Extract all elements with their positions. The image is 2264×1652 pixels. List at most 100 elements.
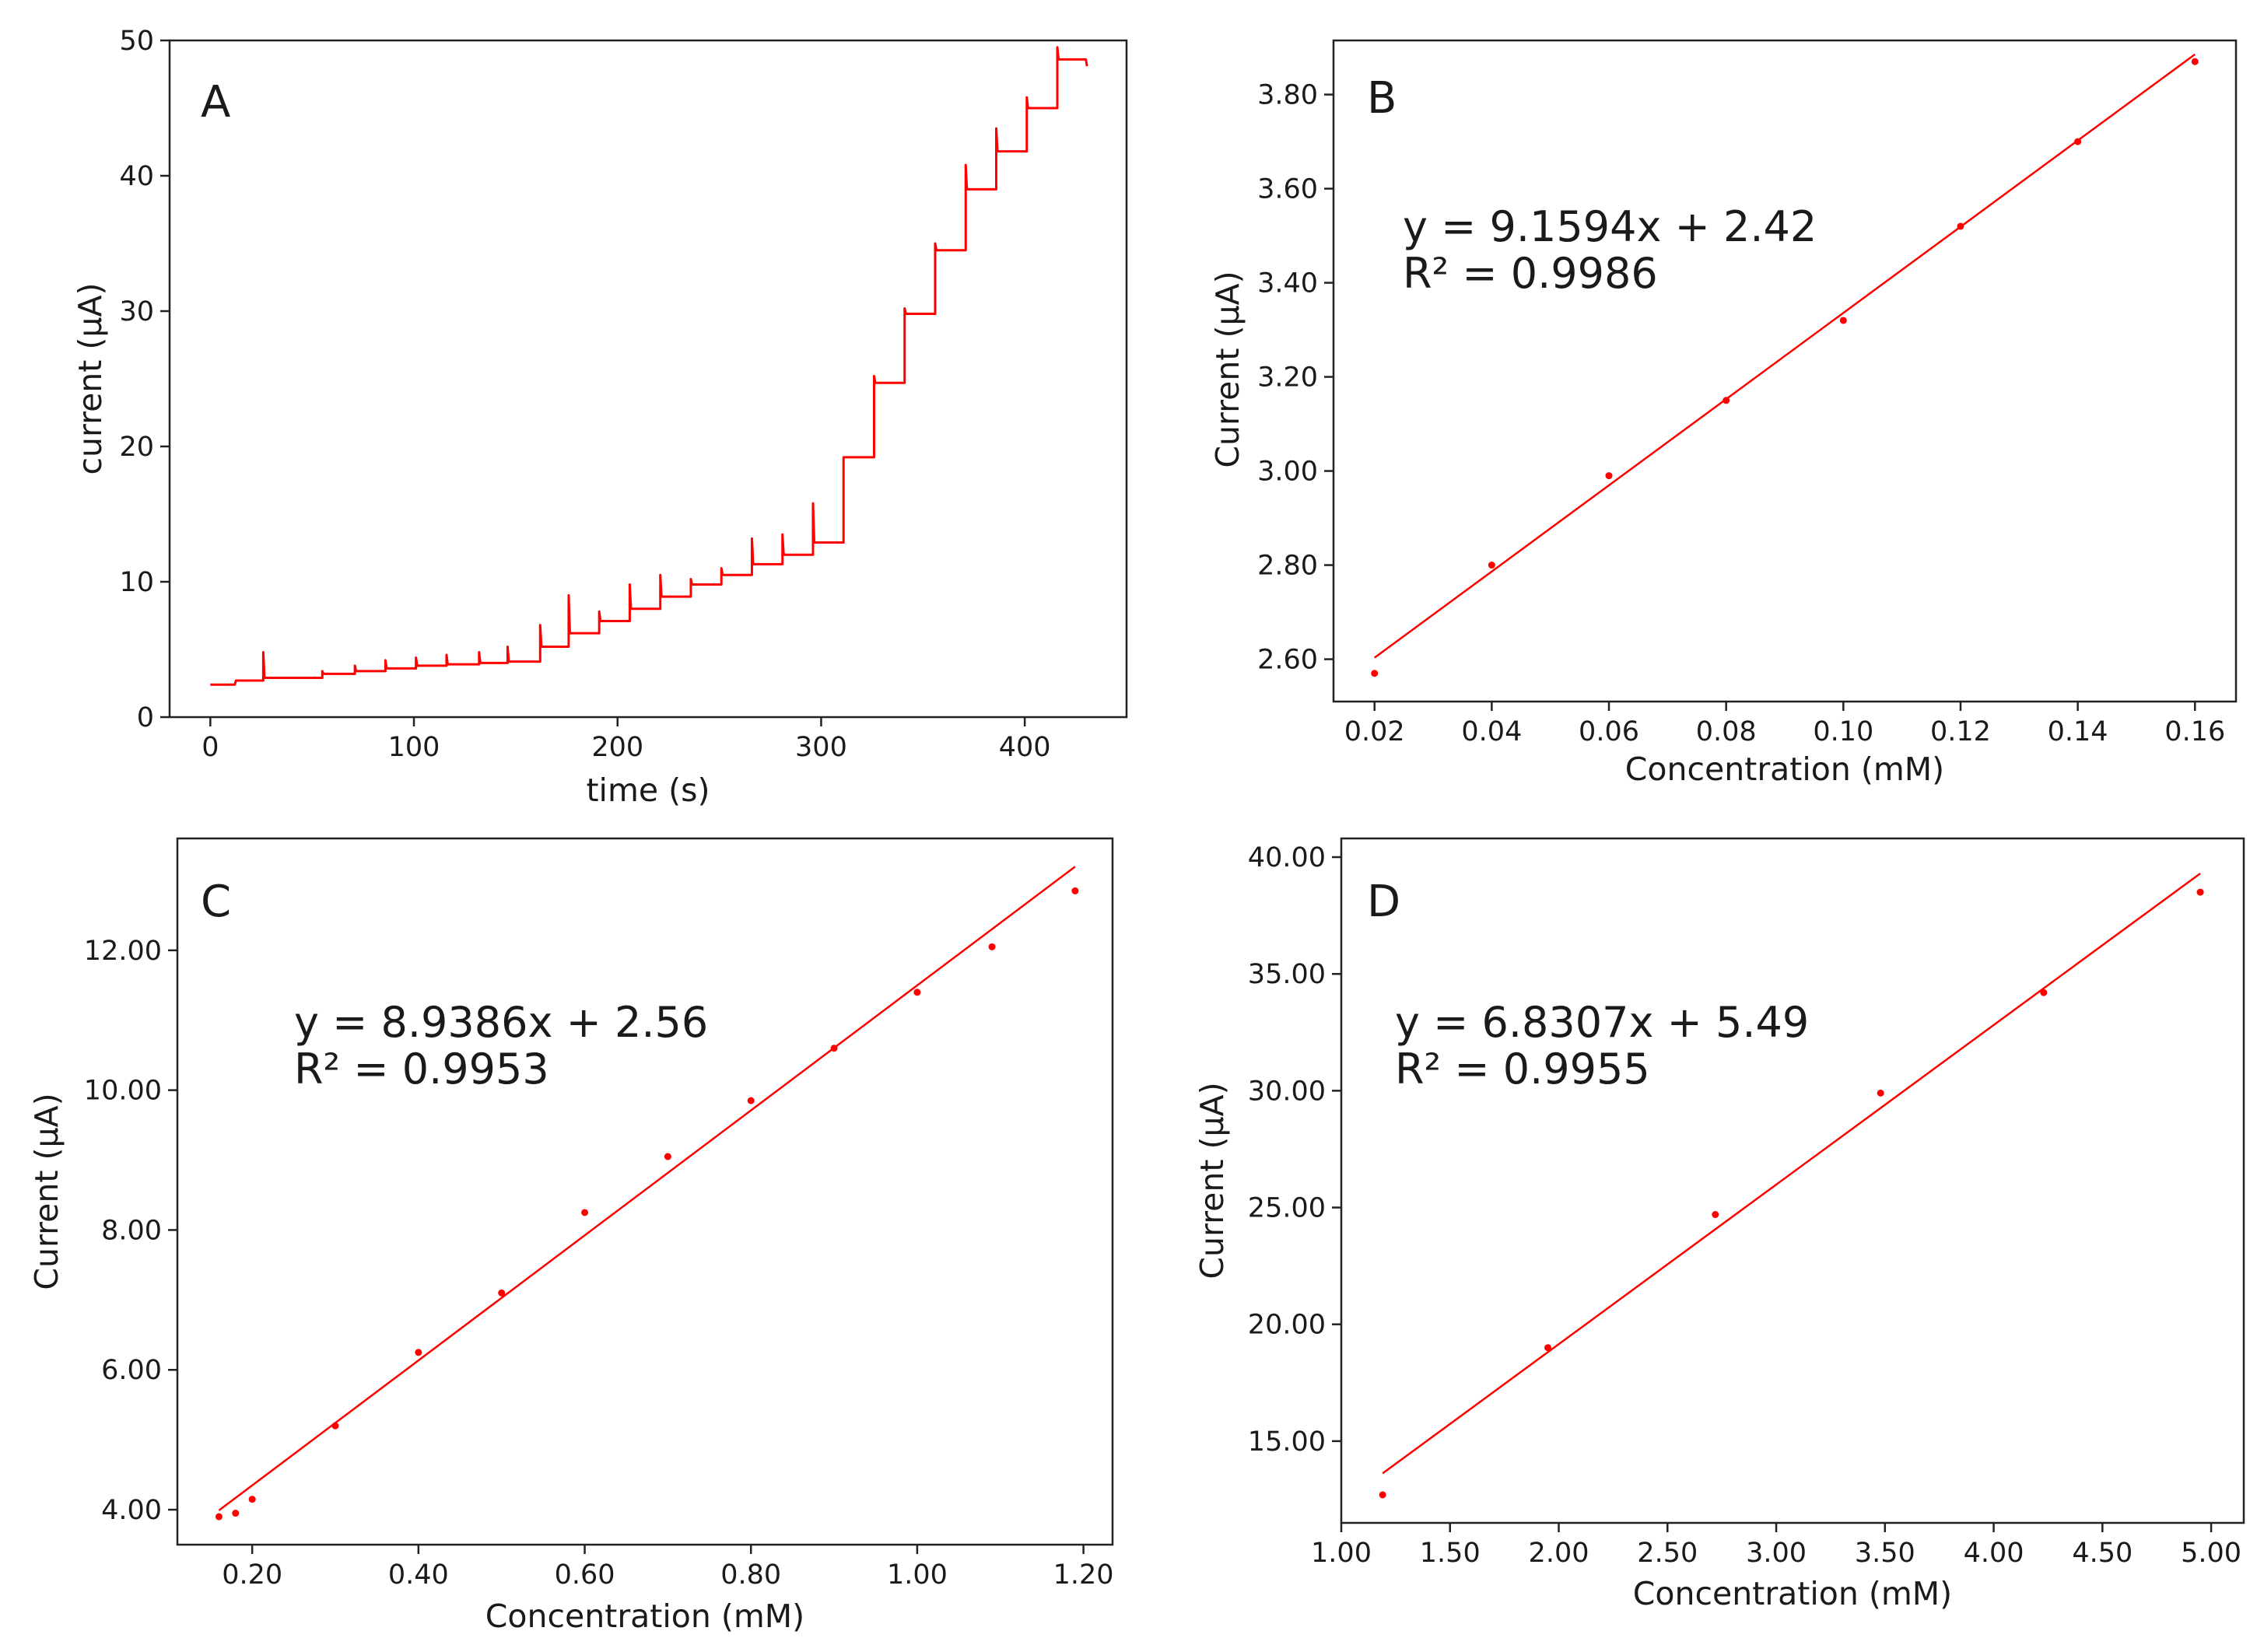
panel-a-y-tick-label: 40 xyxy=(119,161,154,192)
panel-c-x-tick-label: 0.20 xyxy=(222,1559,282,1591)
panel-d-x-axis-label: Concentration (mM) xyxy=(1633,1575,1952,1612)
panel-d-fit-line xyxy=(1382,872,2201,1475)
panel-c-x-tick-label: 1.20 xyxy=(1053,1559,1114,1591)
panel-a-x-tick-label: 200 xyxy=(591,732,643,763)
panel-b-x-axis: 0.02 0.04 0.06 0.08 0.10 0.12 0.14 0.16 xyxy=(1344,702,2225,747)
panel-a-y-tick-label: 30 xyxy=(119,296,154,327)
panel-c-plot-frame xyxy=(176,837,1114,1546)
panel-a-x-tick-label: 100 xyxy=(388,732,440,763)
panel-b-y-axis-label: Current (µA) xyxy=(1209,271,1246,467)
panel-c-data-point xyxy=(248,1496,256,1503)
panel-b-x-tick-label: 0.16 xyxy=(2164,716,2225,747)
panel-d-y-axis-label: Current (µA) xyxy=(1193,1082,1231,1279)
panel-b-x-axis-label: Concentration (mM) xyxy=(1625,751,1944,788)
panel-b-data-point xyxy=(2074,138,2082,145)
panel-d-data-point xyxy=(2196,888,2204,896)
panel-c-x-axis: 0.20 0.40 0.60 0.80 1.00 1.20 xyxy=(222,1545,1114,1591)
panel-b-x-tick-label: 0.10 xyxy=(1813,716,1873,747)
panel-b-y-tick-label: 3.00 xyxy=(1257,457,1318,488)
panel-b-letter: B xyxy=(1367,73,1397,124)
panel-b-data-point xyxy=(2191,58,2199,65)
panel-c-y-tick-label: 4.00 xyxy=(101,1495,162,1526)
panel-d-y-tick-label: 40.00 xyxy=(1248,842,1326,873)
panel-d-data-point xyxy=(1544,1344,1552,1352)
panel-d-letter: D xyxy=(1367,877,1400,927)
panel-c-x-tick-label: 0.60 xyxy=(555,1559,615,1591)
panel-c-data-point xyxy=(415,1349,422,1356)
panel-b-series xyxy=(1371,53,2199,677)
panel-b-calibration-low: B y = 9.1594x + 2.42 R² = 0.9986 0.02 0.0… xyxy=(1209,39,2238,788)
panel-b-plot-frame xyxy=(1332,39,2238,703)
panel-b-r-squared: R² = 0.9986 xyxy=(1403,249,1658,298)
panel-c-data-point xyxy=(215,1513,223,1521)
panel-d-x-tick-label: 1.50 xyxy=(1420,1538,1481,1569)
panel-c-data-point xyxy=(988,943,996,950)
panel-b-y-tick-label: 2.60 xyxy=(1257,645,1318,676)
panel-a-y-tick-label: 20 xyxy=(119,432,154,463)
panel-c-calibration-mid: C y = 8.9386x + 2.56 R² = 0.9953 0.20 0.4… xyxy=(28,837,1114,1635)
panel-d-x-tick-label: 2.00 xyxy=(1529,1538,1589,1569)
panel-a-x-axis: 0 100 200 300 400 xyxy=(202,717,1051,763)
panel-a-y-axis-label: current (µA) xyxy=(72,282,109,474)
panel-c-y-tick-label: 6.00 xyxy=(101,1355,162,1386)
panel-c-y-axis-label: Current (µA) xyxy=(28,1093,65,1290)
panel-c-data-point xyxy=(581,1209,589,1216)
panel-a-current-vs-time: A 0 100 200 300 400 0 10 20 30 40 50 time (s) cur… xyxy=(72,26,1128,809)
panel-c-r-squared: R² = 0.9953 xyxy=(294,1045,549,1094)
panel-d-x-tick-label: 1.00 xyxy=(1311,1538,1372,1569)
panel-c-data-point xyxy=(232,1510,240,1517)
panel-d-series xyxy=(1379,872,2204,1499)
panel-b-data-point xyxy=(1371,670,1379,677)
panel-b-equation: y = 9.1594x + 2.42 xyxy=(1403,202,1817,251)
panel-d-plot-frame xyxy=(1340,837,2245,1524)
panel-b-y-tick-label: 2.80 xyxy=(1257,551,1318,582)
panel-c-fit-line xyxy=(218,866,1076,1511)
panel-b-y-tick-label: 3.40 xyxy=(1257,268,1318,299)
panel-d-data-point xyxy=(1877,1089,1884,1097)
panel-c-x-tick-label: 0.80 xyxy=(720,1559,781,1591)
panel-c-y-tick-label: 8.00 xyxy=(101,1215,162,1246)
panel-a-x-tick-label: 400 xyxy=(999,732,1051,763)
panel-c-y-axis: 4.00 6.00 8.00 10.00 12.00 xyxy=(84,936,177,1526)
panel-d-data-point xyxy=(2040,989,2048,996)
panel-b-x-tick-label: 0.06 xyxy=(1579,716,1639,747)
panel-d-x-axis: 1.00 1.50 2.00 2.50 3.00 3.50 4.00 4.50 5.00 xyxy=(1311,1523,2241,1569)
panel-c-data-point xyxy=(1071,887,1079,894)
panel-d-y-tick-label: 30.00 xyxy=(1248,1076,1326,1107)
panel-d-y-tick-label: 20.00 xyxy=(1248,1310,1326,1341)
panel-d-data-point xyxy=(1379,1491,1386,1499)
panel-b-fit-line xyxy=(1373,53,2196,659)
panel-b-y-axis: 2.60 2.80 3.00 3.20 3.40 3.60 3.80 xyxy=(1257,80,1334,676)
panel-c-equation: y = 8.9386x + 2.56 xyxy=(294,998,708,1047)
panel-b-x-tick-label: 0.12 xyxy=(1930,716,1991,747)
panel-b-data-point xyxy=(1839,317,1847,324)
panel-a-current-trace xyxy=(210,46,1088,686)
panel-c-x-axis-label: Concentration (mM) xyxy=(485,1598,804,1635)
panel-a-y-tick-label: 10 xyxy=(119,567,154,598)
panel-b-x-tick-label: 0.02 xyxy=(1344,716,1405,747)
panel-d-x-tick-label: 4.50 xyxy=(2072,1538,2133,1569)
panel-b-x-tick-label: 0.04 xyxy=(1461,716,1522,747)
panel-c-y-tick-label: 10.00 xyxy=(84,1076,162,1107)
panel-d-y-tick-label: 25.00 xyxy=(1248,1193,1326,1224)
panel-a-plot-frame xyxy=(168,39,1128,719)
panel-d-x-tick-label: 5.00 xyxy=(2181,1538,2241,1569)
panel-c-data-point xyxy=(664,1153,671,1160)
panel-d-x-tick-label: 4.00 xyxy=(1964,1538,2024,1569)
panel-c-data-point xyxy=(747,1097,755,1104)
panel-b-y-tick-label: 3.20 xyxy=(1257,362,1318,394)
panel-a-letter: A xyxy=(201,77,230,128)
panel-d-calibration-high: D y = 6.8307x + 5.49 R² = 0.9955 1.00 1.5… xyxy=(1193,837,2245,1612)
panel-b-y-tick-label: 3.80 xyxy=(1257,80,1318,111)
panel-d-x-tick-label: 2.50 xyxy=(1637,1538,1698,1569)
panel-c-series xyxy=(215,866,1079,1521)
panel-a-x-tick-label: 0 xyxy=(202,732,219,763)
panel-b-data-point xyxy=(1488,562,1495,569)
panel-a-y-tick-label: 50 xyxy=(119,26,154,57)
panel-b-data-point xyxy=(1605,472,1613,480)
panel-d-x-tick-label: 3.50 xyxy=(1855,1538,1915,1569)
panel-d-data-point xyxy=(1712,1211,1719,1219)
panel-c-data-point xyxy=(331,1422,339,1430)
panel-d-y-axis: 15.00 20.00 25.00 30.00 35.00 40.00 xyxy=(1248,842,1341,1458)
